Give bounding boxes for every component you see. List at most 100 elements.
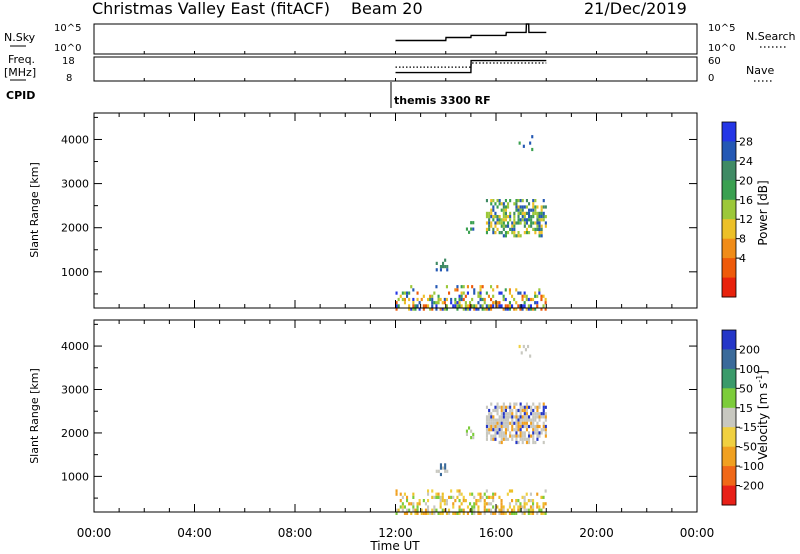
- data-cell: [504, 431, 507, 435]
- data-cell: [527, 344, 530, 349]
- data-cell: [458, 304, 461, 308]
- frequency-panel-frame: [93, 56, 698, 82]
- data-cell: [444, 463, 447, 467]
- data-cell: [509, 431, 512, 435]
- colorbar-tick-label: 12: [739, 213, 753, 226]
- colorbar-segment: [722, 277, 736, 298]
- data-cell: [496, 431, 499, 435]
- data-cell: [490, 415, 493, 419]
- data-cell: [529, 354, 532, 358]
- velocity-panel-frame: [93, 319, 698, 513]
- data-cell: [519, 199, 522, 203]
- data-cell: [542, 511, 545, 515]
- data-cell: [517, 424, 520, 429]
- data-cell: [538, 218, 541, 222]
- data-cell: [458, 297, 461, 302]
- data-cell: [490, 495, 493, 499]
- data-cell: [538, 234, 541, 238]
- data-cell: [410, 285, 413, 289]
- data-cell: [540, 495, 543, 499]
- data-cell: [427, 297, 430, 302]
- data-cell: [490, 224, 493, 228]
- data-cell: [462, 291, 465, 295]
- noise-panel: 10^5 10^0 10^5 10^0: [54, 23, 735, 55]
- data-cell: [420, 511, 423, 515]
- data-cell: [494, 492, 497, 496]
- data-cell: [443, 301, 446, 305]
- data-cell: [443, 508, 446, 512]
- data-cell: [471, 492, 474, 496]
- time-tick-label: 04:00: [177, 526, 212, 540]
- data-cell: [515, 424, 518, 429]
- data-cell: [418, 499, 421, 503]
- data-cell: [506, 307, 509, 311]
- data-cell: [458, 508, 461, 512]
- data-cell: [502, 234, 505, 238]
- data-cell: [534, 412, 537, 416]
- data-cell: [441, 492, 444, 496]
- data-cell: [507, 428, 510, 432]
- data-cell: [527, 297, 530, 302]
- data-cell: [521, 199, 524, 203]
- data-cell: [441, 307, 444, 311]
- data-cell: [525, 421, 528, 425]
- data-cell: [538, 412, 541, 416]
- data-cell: [540, 218, 543, 222]
- data-cell: [502, 294, 505, 298]
- data-cell: [519, 205, 522, 209]
- freq-label-line2: [MHz]: [4, 66, 36, 79]
- data-cell: [540, 307, 543, 311]
- data-cell: [460, 508, 463, 512]
- colorbar-segment: [722, 180, 736, 201]
- data-cell: [519, 415, 522, 419]
- data-cell: [508, 502, 511, 506]
- data-cell: [522, 344, 525, 349]
- data-cell: [490, 421, 493, 425]
- data-cell: [502, 227, 505, 231]
- data-cell: [492, 499, 495, 503]
- data-cell: [500, 428, 503, 432]
- data-cell: [452, 502, 455, 506]
- data-cell: [498, 418, 501, 422]
- data-cell: [519, 437, 522, 441]
- data-cell: [504, 224, 507, 228]
- data-cell: [515, 205, 518, 209]
- data-cell: [532, 437, 535, 441]
- data-cell: [488, 211, 491, 215]
- data-cell: [490, 402, 493, 406]
- data-cell: [454, 288, 457, 292]
- data-cell: [481, 307, 484, 311]
- data-cell: [536, 412, 539, 416]
- data-cell: [509, 415, 512, 419]
- beam-title: Beam 20: [351, 0, 423, 18]
- colorbar-segment: [722, 446, 736, 467]
- data-cell: [532, 227, 535, 231]
- colorbar-segment: [722, 238, 736, 259]
- data-cell: [523, 412, 526, 416]
- data-cell: [519, 424, 522, 429]
- velocity-colorbar: 200 100 50 15 -15 -50 -100 -200: [721, 329, 764, 506]
- data-cell: [479, 294, 482, 298]
- data-cell: [492, 227, 495, 231]
- time-tick-label: 16:00: [479, 526, 514, 540]
- data-cell: [412, 307, 415, 311]
- data-cell: [529, 499, 532, 503]
- data-cell: [408, 291, 411, 295]
- data-cell: [403, 511, 406, 515]
- data-cell: [422, 304, 425, 308]
- data-cell: [502, 208, 505, 212]
- colorbar-tick-label: -100: [739, 460, 764, 473]
- data-cell: [498, 221, 501, 225]
- data-cell: [525, 218, 528, 222]
- data-cell: [536, 511, 539, 515]
- data-cell: [528, 424, 531, 429]
- data-cell: [462, 499, 465, 503]
- data-cell: [492, 215, 495, 219]
- data-cell: [485, 415, 488, 419]
- power-panel-frame: [93, 112, 698, 309]
- data-cell: [408, 297, 411, 302]
- data-cell: [439, 502, 442, 506]
- data-cell: [504, 428, 507, 432]
- data-cell: [465, 429, 468, 433]
- data-cell: [483, 511, 486, 515]
